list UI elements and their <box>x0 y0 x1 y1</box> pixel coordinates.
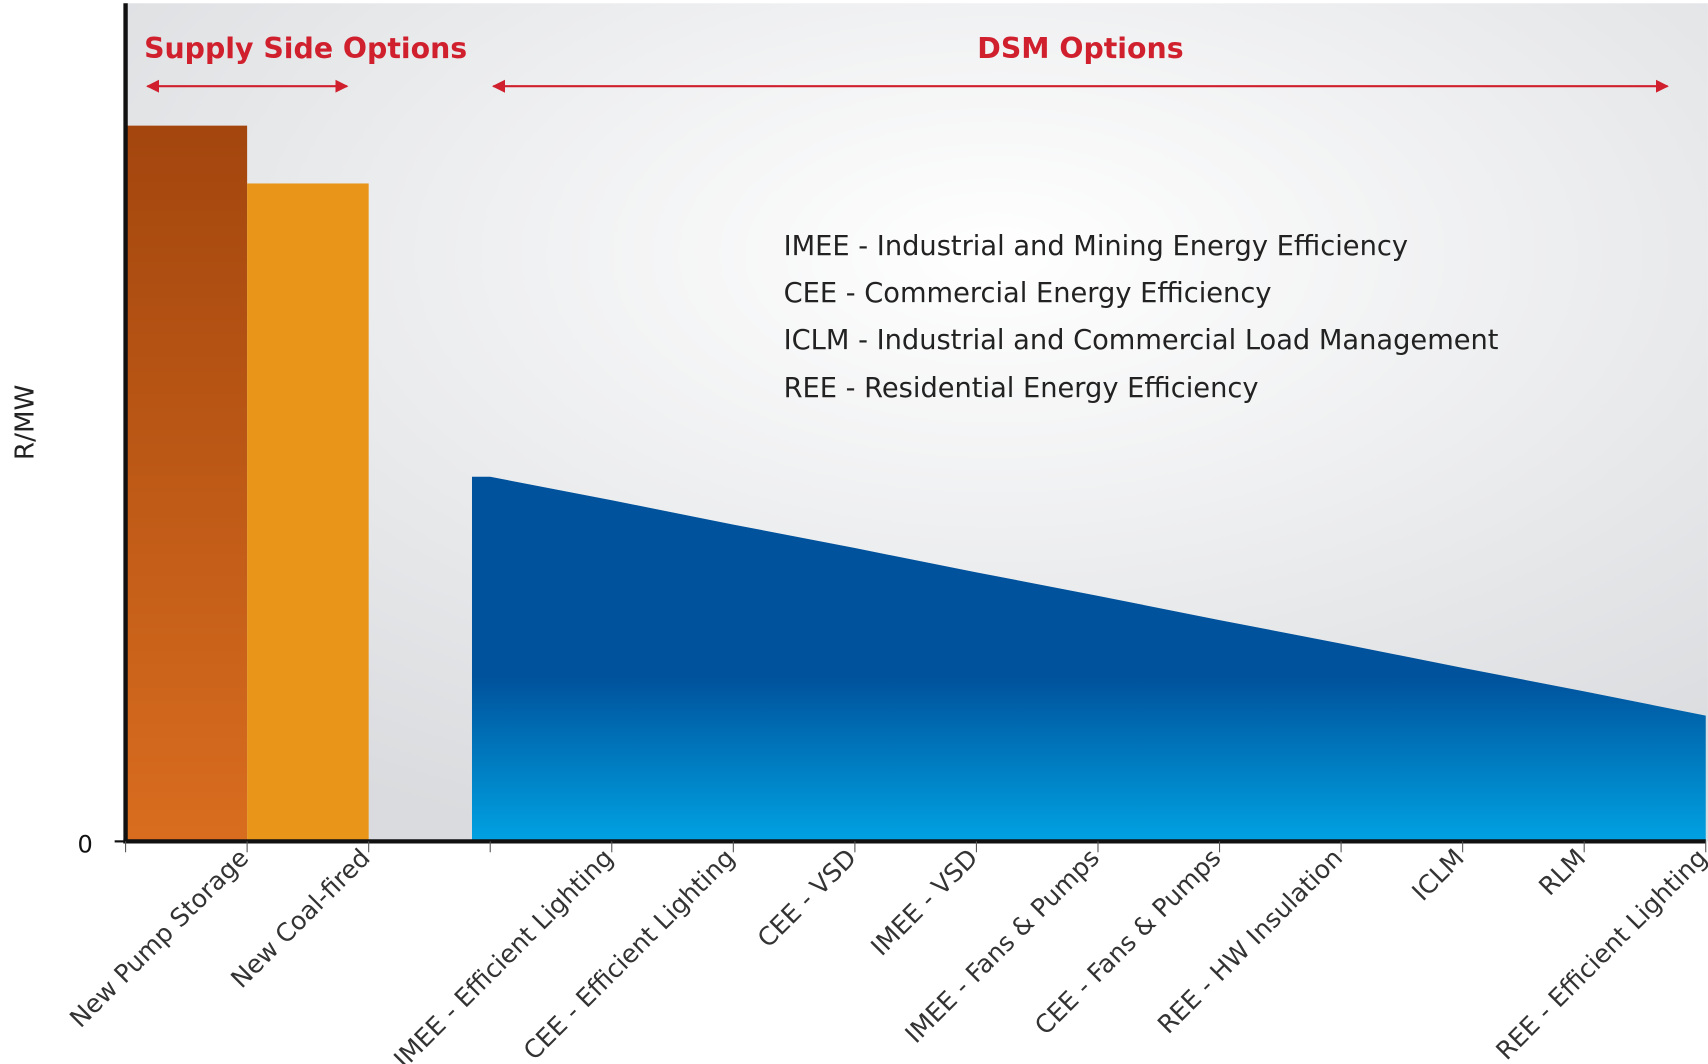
area <box>471 476 1706 842</box>
x-tick-label: RLM <box>1533 843 1591 901</box>
x-tick-label: CEE - VSD <box>752 843 862 953</box>
x-tick-label: IMEE - Fans & Pumps <box>899 843 1105 1049</box>
x-tick-label: IMEE - Efficient Lighting <box>388 843 619 1064</box>
annotation: DSM Options <box>977 32 1183 65</box>
x-tick-label: CEE - Efficient Lighting <box>518 843 740 1064</box>
definition: IMEE - Industrial and Mining Energy Effi… <box>784 231 1408 262</box>
definition: REE - Residential Energy Efficiency <box>784 373 1259 404</box>
x-tick-label: IMEE - VSD <box>865 843 983 961</box>
definition: CEE - Commercial Energy Efficiency <box>784 278 1272 309</box>
x-tick-label: REE - Efficient Lighting <box>1490 843 1708 1064</box>
x-tick-label: ICLM <box>1406 843 1469 906</box>
bar <box>125 125 248 842</box>
bar <box>247 183 369 842</box>
x-tick-label: New Pump Storage <box>64 843 254 1033</box>
y-tick-label: 0 <box>78 831 93 859</box>
annotation: Supply Side Options <box>144 32 467 65</box>
marks <box>125 125 1706 842</box>
definition: ICLM - Industrial and Commercial Load Ma… <box>784 325 1499 356</box>
y-axis-label: R/MW <box>11 384 41 460</box>
